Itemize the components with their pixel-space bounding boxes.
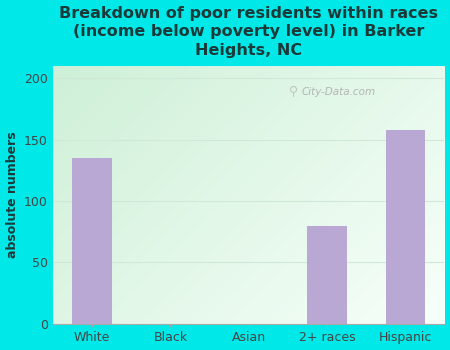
- Y-axis label: absolute numbers: absolute numbers: [5, 132, 18, 258]
- Text: ⚲: ⚲: [289, 85, 298, 98]
- Title: Breakdown of poor residents within races
(income below poverty level) in Barker
: Breakdown of poor residents within races…: [59, 6, 438, 58]
- Bar: [72, 158, 112, 324]
- Text: City-Data.com: City-Data.com: [302, 87, 376, 97]
- Bar: [307, 225, 346, 324]
- Bar: [386, 130, 425, 324]
